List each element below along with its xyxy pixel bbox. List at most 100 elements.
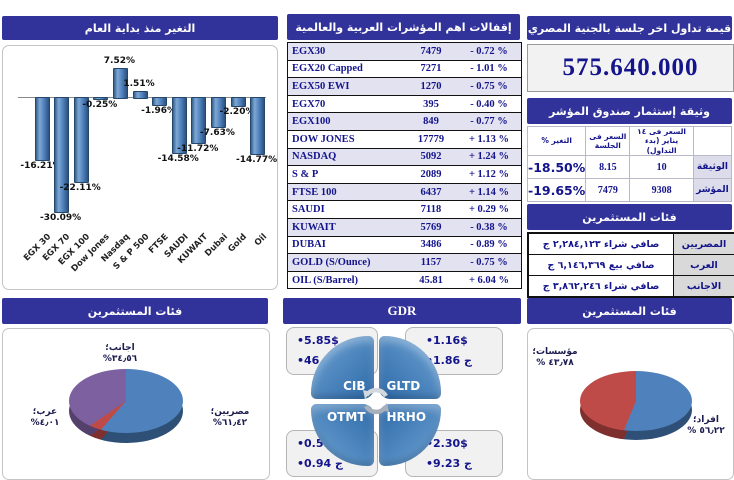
fund-doc-header: وثيقة إستثمار صندوق المؤشر <box>527 98 732 124</box>
closings-change: + 6.04 % <box>468 274 510 286</box>
bar-value-label: -14.58% <box>157 154 199 165</box>
flow-value: صافي شراء ٣,٨٦٢,٢٤٦ ج <box>529 276 673 296</box>
pie-slice-label-arabs: عرب؛ ٤٫٠١% <box>30 407 60 429</box>
fund-doc-col-start: السعر فى ١٤ يناير (بدء التداول) <box>629 125 694 157</box>
flow-value: صافي بيع ٦,١٤٦,٣٦٩ ج <box>529 255 673 275</box>
closings-name: SAUDI <box>292 204 325 216</box>
closings-row: EGX30 7479 - 0.72 % <box>288 43 521 61</box>
ytd-panel-header: التغير منذ بداية العام <box>2 16 278 40</box>
closings-change: - 0.89 % <box>470 239 508 251</box>
bar-value-label: -0.25% <box>82 100 118 110</box>
pie-nationality-chart <box>69 369 183 433</box>
bar-saudi <box>171 97 187 155</box>
fund-doc-table: السعر فى ١٤ يناير (بدء التداول) السعر فى… <box>526 125 733 203</box>
closings-panel-header: إقفالات اهم المؤشرات العربية والعالمية <box>287 14 520 40</box>
trade-value: 575.640.000 <box>562 54 699 81</box>
bar-value-label: 1.51% <box>123 79 155 90</box>
gdr-quadrant-diagram: CIB GLTD OTMT HRHO <box>311 336 441 466</box>
closings-name: KUWAIT <box>292 221 336 233</box>
pie-type-chart <box>580 371 692 431</box>
flow-label: العرب <box>673 255 734 275</box>
closings-row: NASDAQ 5092 + 1.24 % <box>288 148 521 167</box>
closings-name: EGX100 <box>292 116 331 128</box>
bar-category-label: Gold <box>226 232 250 255</box>
bar-ftse <box>152 97 168 107</box>
closings-change: - 0.38 % <box>470 221 508 233</box>
pie-slice-label-individuals: افراد؛ ٥٦٫٢٢ % <box>687 415 725 437</box>
bar-egx-100 <box>73 97 89 184</box>
investor-flows-header: فئات المستثمرين <box>527 204 732 230</box>
closings-change: + 0.29 % <box>468 204 510 216</box>
investor-flows-table: المصريين صافي شراء ٢,٢٨٤,١٢٣ ج العرب صاف… <box>527 232 734 298</box>
closings-value: 1157 <box>420 256 442 268</box>
pie-slice-label-foreigners: اجانب؛ ٣٤٫٥٦% <box>102 343 138 365</box>
closings-change: - 0.40 % <box>470 98 508 110</box>
bar-value-label: -16.21% <box>20 160 62 171</box>
pie-nationality-box: اجانب؛ ٣٤٫٥٦% مصريين؛ ٦١٫٤٢% عرب؛ ٤٫٠١% <box>2 328 270 480</box>
gdr-quadrant-hrho: HRHO <box>378 403 441 466</box>
gdr-title: GDR <box>387 303 417 318</box>
closings-name: OIL (S/Barrel) <box>292 274 359 286</box>
fund-doc-session-value: 8.15 <box>585 155 631 180</box>
closings-change: + 1.24 % <box>468 151 510 163</box>
fund-doc-change-value: -18.50% <box>526 155 587 180</box>
closings-row: EGX50 EWI 1270 - 0.75 % <box>288 78 521 96</box>
closings-change: - 0.75 % <box>470 80 508 92</box>
closings-row: EGX100 849 - 0.77 % <box>288 113 521 131</box>
closings-value: 2089 <box>420 168 442 180</box>
fund-doc-row-label: المؤشر <box>692 178 733 203</box>
closings-change: + 1.13 % <box>468 133 510 145</box>
closings-name: GOLD (S/Ounce) <box>292 256 371 268</box>
fund-doc-title: وثيقة إستثمار صندوق المؤشر <box>549 104 710 118</box>
fund-doc-col-session: السعر فى الجلسة <box>585 125 631 157</box>
fund-doc-row-label: الوثيقة <box>692 155 733 180</box>
bar-value-label: -14.77% <box>235 155 278 166</box>
closings-name: DOW JONES <box>292 133 355 145</box>
bar-value-label: 7.52% <box>103 56 135 67</box>
ytd-plot: -16.21% EGX 30 -30.09% EGX 70 -22.11% EGX 100… <box>2 45 277 288</box>
flow-label: الاجانب <box>673 276 734 296</box>
bar-value-label: -2.20% <box>219 107 255 118</box>
fund-doc-col-change: التغير % <box>526 125 587 157</box>
gdr-cib-usd: •5.85$ <box>297 334 339 347</box>
closings-value: 7271 <box>420 63 442 75</box>
closings-value: 7479 <box>420 45 442 57</box>
bar-value-label: -11.72% <box>177 143 219 154</box>
closings-change: + 1.12 % <box>468 168 510 180</box>
gdr-otmt-egp: •0.94 ج <box>297 456 343 470</box>
closings-value: 17779 <box>417 133 445 145</box>
closings-value: 7118 <box>420 204 442 216</box>
closings-value: 5769 <box>420 221 442 233</box>
gdr-quadrant-otmt: OTMT <box>311 403 374 466</box>
closings-row: FTSE 100 6437 + 1.14 % <box>288 183 521 202</box>
closings-row: EGX20 Capped 7271 - 1.01 % <box>288 61 521 79</box>
flow-label: المصريين <box>673 234 734 254</box>
fund-doc-change-value: -19.65% <box>526 178 587 203</box>
closings-change: - 0.75 % <box>470 256 508 268</box>
bar-dubai <box>210 97 226 128</box>
closings-name: EGX20 Capped <box>292 63 363 75</box>
bar-dow-jones <box>93 97 109 100</box>
closings-value: 5092 <box>420 151 442 163</box>
closings-value: 45.81 <box>419 274 443 286</box>
ytd-chart-box <box>2 45 278 290</box>
gdr-hrho-usd: •2.30$ <box>426 436 468 450</box>
flow-row-arabs: العرب صافي بيع ٦,١٤٦,٣٦٩ ج <box>529 255 734 276</box>
closings-row: OIL (S/Barrel) 45.81 + 6.04 % <box>288 272 521 289</box>
cycle-arrows-icon <box>359 384 393 418</box>
closings-name: NASDAQ <box>292 151 337 163</box>
trade-value-box: 575.640.000 <box>527 44 734 92</box>
closings-change: - 0.72 % <box>470 45 508 57</box>
closings-panel-title: إقفالات اهم المؤشرات العربية والعالمية <box>295 20 512 34</box>
closings-row: DOW JONES 17779 + 1.13 % <box>288 131 521 149</box>
closings-value: 849 <box>423 116 439 128</box>
closings-row: KUWAIT 5769 - 0.38 % <box>288 218 521 237</box>
bar-nasdaq <box>112 68 128 99</box>
bar-value-label: -30.09% <box>39 213 82 224</box>
trade-value-title: قيمة تداول اخر جلسة بالجنية المصري <box>527 21 732 35</box>
fund-doc-session-value: 7479 <box>585 178 631 203</box>
closings-row: GOLD (S/Ounce) 1157 - 0.75 % <box>288 254 521 272</box>
pie-slice-label-egyptians: مصريين؛ ٦١٫٤٢% <box>210 407 250 429</box>
closings-value: 6437 <box>420 186 442 198</box>
